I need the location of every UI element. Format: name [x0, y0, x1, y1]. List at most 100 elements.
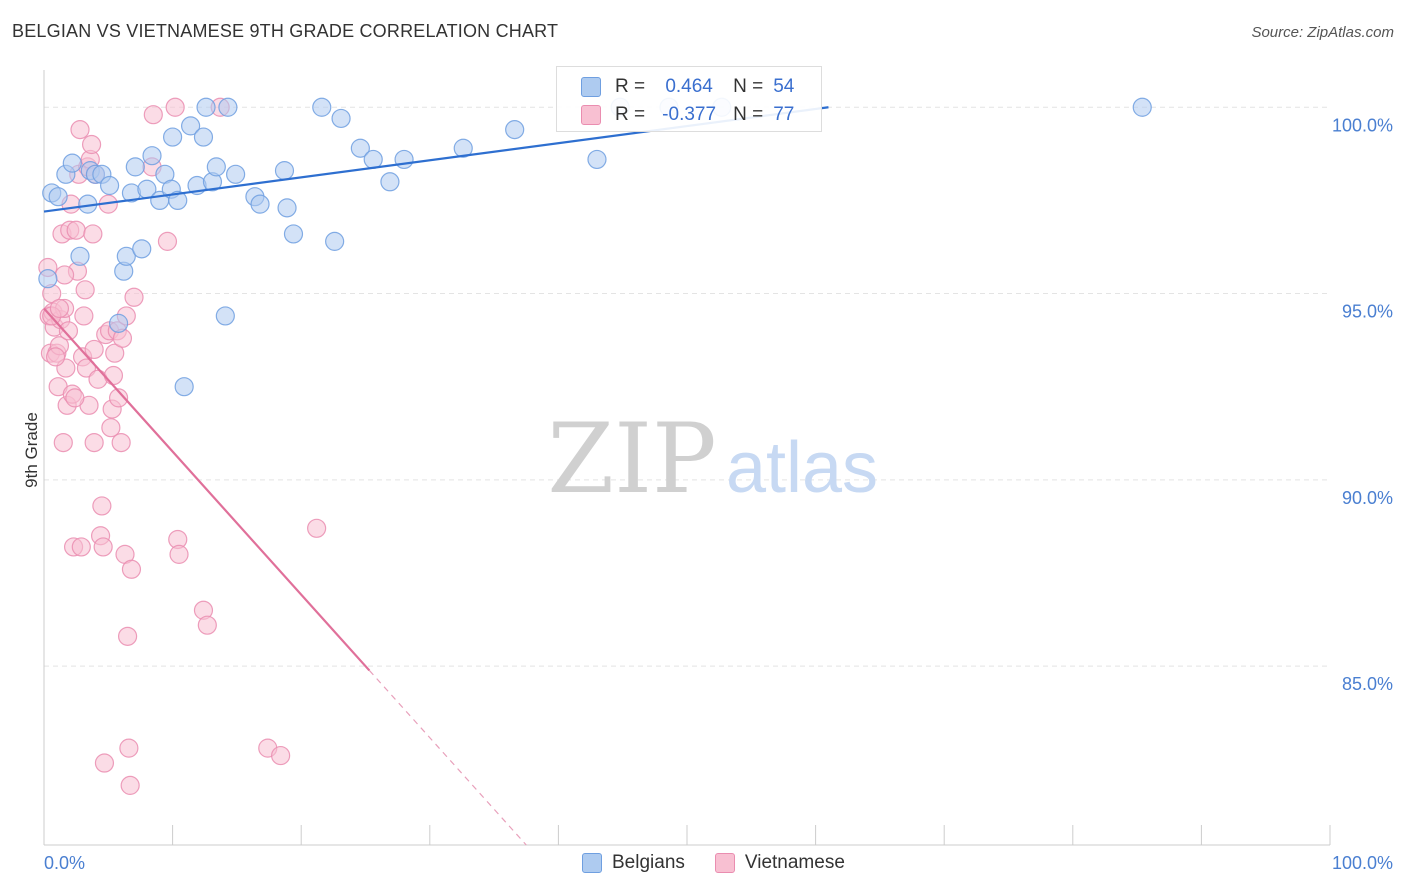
y-axis-label: 9th Grade: [22, 412, 41, 488]
legend-row-vietnamese: R = -0.377 N = 77: [581, 103, 794, 127]
series-legend: Belgians Vietnamese: [582, 852, 875, 874]
belgians-point: [99, 175, 120, 196]
vietnamese-legend-swatch: [714, 853, 735, 873]
vietnamese-point: [157, 231, 178, 251]
vietnamese-point: [45, 347, 66, 367]
belgians-point: [132, 239, 152, 259]
belgians-point: [218, 97, 238, 117]
belgians-point: [108, 313, 129, 333]
belgians-point: [394, 149, 414, 170]
vietnamese-point: [169, 544, 189, 564]
belgians-point: [116, 246, 136, 266]
vietnamese-r-value: -0.377: [662, 104, 717, 125]
vietnamese-point: [84, 339, 104, 360]
vietnamese-swatch: [581, 105, 601, 125]
belgians-point: [274, 161, 295, 181]
x-tick-label: 100.0%: [1332, 853, 1393, 873]
vietnamese-point: [54, 265, 75, 285]
legend-row-belgians: R = 0.464 N = 54: [581, 75, 794, 99]
belgians-legend-swatch: [582, 853, 602, 873]
vietnamese-point: [49, 298, 70, 319]
vietnamese-point: [74, 306, 94, 326]
belgians-r-value: 0.464: [665, 76, 713, 97]
vietnamese-point: [93, 537, 113, 557]
vietnamese-point: [101, 418, 121, 438]
belgians-point: [48, 187, 68, 207]
y-tick-label: 85.0%: [1342, 674, 1393, 694]
vietnamese-point: [58, 321, 79, 341]
belgians-point: [206, 157, 226, 177]
belgians-point: [215, 306, 235, 326]
correlation-legend: R = 0.464 N = 54 R = -0.377 N = 77: [556, 66, 822, 132]
vietnamese-point: [66, 220, 86, 240]
vietnamese-point: [271, 745, 291, 766]
belgians-point: [163, 127, 183, 147]
belgians-point: [168, 190, 188, 211]
belgians-point: [350, 138, 370, 158]
belgians-point: [453, 138, 473, 158]
vietnamese-trend-extension: [368, 670, 527, 846]
vietnamese-point: [92, 496, 112, 516]
belgians-point: [70, 246, 90, 266]
belgians-n-value: 54: [773, 76, 795, 97]
legend-item-belgians[interactable]: Belgians: [582, 852, 685, 874]
x-tick-label: 0.0%: [44, 853, 85, 873]
vietnamese-point: [75, 280, 95, 300]
belgians-point: [125, 157, 145, 177]
vietnamese-point: [111, 432, 131, 453]
legend-item-vietnamese[interactable]: Vietnamese: [714, 852, 845, 874]
n-label: N =: [733, 76, 764, 97]
vietnamese-n-value: 77: [773, 104, 795, 125]
vietnamese-point: [84, 432, 104, 453]
vietnamese-point: [65, 388, 85, 408]
r-label: R =: [615, 104, 646, 125]
vietnamese-point: [120, 775, 140, 795]
belgians-point: [325, 231, 345, 251]
vietnamese-point: [307, 518, 327, 538]
grid: [44, 106, 1330, 667]
r-label: R =: [615, 76, 646, 97]
source-label: Source: ZipAtlas.com: [1251, 24, 1394, 41]
belgians-point: [1132, 97, 1152, 117]
belgians-point: [226, 164, 246, 184]
belgians-point: [38, 269, 58, 289]
n-label: N =: [733, 104, 764, 125]
vietnamese-point: [71, 537, 91, 557]
y-tick-labels: 85.0% 90.0% 95.0% 100.0%: [1332, 115, 1393, 694]
vietnamese-point: [165, 97, 185, 117]
belgians-point: [196, 97, 216, 117]
chart-title: BELGIAN VS VIETNAMESE 9TH GRADE CORRELAT…: [12, 21, 559, 41]
vietnamese-point: [119, 738, 139, 758]
vietnamese-point: [103, 365, 124, 386]
belgians-point: [587, 149, 607, 170]
watermark-zip: ZIP: [547, 403, 716, 515]
belgians-point: [312, 97, 332, 117]
vietnamese-point: [83, 224, 103, 244]
watermark: ZIP atlas: [547, 403, 878, 515]
y-tick-label: 90.0%: [1342, 488, 1393, 508]
belgians-point: [193, 127, 214, 147]
x-tick-labels: 0.0% 100.0%: [44, 853, 1393, 873]
axes: [43, 70, 1331, 846]
vietnamese-point: [117, 626, 138, 646]
belgians-point: [250, 194, 270, 214]
belgians-points: [38, 97, 1152, 397]
vietnamese-point: [76, 358, 97, 378]
belgians-point: [142, 146, 162, 166]
vietnamese-point: [53, 432, 73, 453]
vietnamese-point: [124, 287, 144, 307]
belgians-point: [174, 377, 194, 397]
vietnamese-point: [105, 343, 125, 363]
vietnamese-point: [81, 134, 102, 155]
belgians-point: [277, 198, 297, 218]
watermark-atlas: atlas: [726, 428, 878, 508]
belgians-point: [331, 108, 351, 129]
belgians-point: [380, 172, 400, 192]
vietnamese-point: [143, 105, 163, 125]
belgians-swatch: [581, 77, 601, 97]
vietnamese-point: [197, 615, 217, 635]
belgians-point: [62, 153, 82, 173]
vietnamese-point: [108, 388, 129, 408]
belgians-point: [181, 116, 201, 136]
